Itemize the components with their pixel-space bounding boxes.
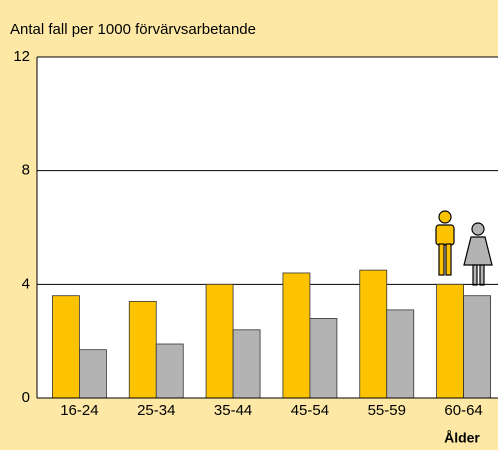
bar (205, 283, 234, 399)
x-axis-title: Ålder (444, 430, 480, 446)
bar (79, 349, 107, 399)
x-tick-label: 35-44 (214, 402, 252, 419)
bar (52, 295, 80, 399)
bar (128, 300, 157, 399)
bar (359, 269, 388, 399)
y-tick-label: 12 (13, 48, 30, 65)
woman-icon (463, 222, 493, 286)
x-tick-label: 25-34 (137, 402, 175, 419)
bar (155, 343, 184, 399)
axis-title: Antal fall per 1000 förvärvsarbetande (10, 21, 256, 38)
man-icon (435, 210, 455, 276)
bar (309, 318, 338, 399)
bar (436, 283, 464, 399)
bar (463, 295, 491, 399)
x-tick-label: 45-54 (291, 402, 329, 419)
y-tick-label: 0 (22, 389, 30, 406)
y-tick-label: 8 (22, 162, 30, 179)
x-tick-label: 55-59 (368, 402, 406, 419)
bar (282, 272, 311, 399)
x-tick-label: 60-64 (444, 402, 482, 419)
plot-area (37, 57, 498, 398)
y-tick-label: 4 (22, 275, 30, 292)
bar (386, 309, 415, 399)
bar (232, 329, 261, 399)
x-tick-label: 16-24 (60, 402, 98, 419)
